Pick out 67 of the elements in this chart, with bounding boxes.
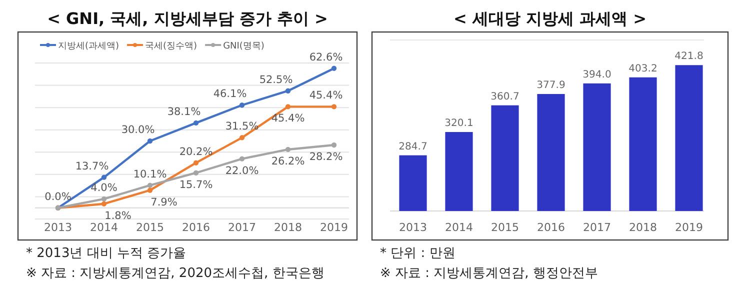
data-label: 62.6%: [309, 51, 343, 64]
point: [101, 201, 107, 206]
x-tick-label: 2013: [399, 221, 427, 234]
point: [101, 174, 107, 180]
chart-title: < GNI, 국세, 지방세부담 증가 추이 >: [47, 9, 328, 28]
data-label: 10.1%: [133, 168, 167, 180]
data-label: 4.0%: [90, 182, 118, 194]
data-label: 52.5%: [259, 74, 293, 86]
point: [193, 170, 199, 176]
data-label: 15.7%: [179, 178, 213, 191]
data-label: 284.7: [398, 141, 428, 152]
point: [193, 120, 199, 126]
data-label: 31.5%: [225, 120, 259, 133]
text: * 단위 : 만원: [380, 246, 456, 261]
data-label: 26.2%: [271, 155, 305, 168]
data-label: 13.7%: [75, 160, 109, 172]
point: [239, 156, 245, 162]
data-label: 394.0: [582, 69, 612, 80]
x-tick-label: 2017: [228, 221, 256, 234]
data-label: 320.1: [444, 118, 474, 130]
x-tick-label: 2014: [90, 221, 118, 234]
data-label: 28.2%: [309, 151, 343, 164]
point: [193, 160, 199, 166]
data-label: 45.4%: [271, 112, 305, 125]
data-label: 45.4%: [309, 90, 343, 102]
x-tick-label: 2016: [182, 221, 210, 234]
data-label: 1.8%: [104, 210, 132, 222]
x-tick-label: 2018: [274, 221, 302, 234]
point: [147, 188, 153, 193]
data-label: 360.7: [490, 91, 520, 102]
x-tick-label: 2016: [537, 221, 565, 234]
legend-label: 지방세(과세액): [58, 42, 120, 52]
x-tick-label: 2015: [136, 221, 164, 234]
x-tick-label: 2015: [491, 221, 519, 234]
text: ※ 자료 : 지방세통계연감, 2020조세수첩, 한국은행: [26, 266, 324, 281]
data-label: 22.0%: [225, 164, 259, 177]
point: [101, 196, 107, 202]
data-label: 20.2%: [179, 146, 213, 158]
point: [331, 104, 337, 110]
legend-label: GNI(명목): [223, 42, 264, 52]
text: ※ 자료 : 지방세통계연감, 행정안전부: [380, 266, 598, 281]
point: [147, 138, 153, 144]
x-tick-label: 2017: [583, 221, 611, 234]
point: [239, 135, 245, 140]
point: [285, 104, 291, 110]
point: [285, 146, 291, 152]
point: [147, 182, 153, 188]
point: [285, 88, 291, 94]
point: [331, 142, 337, 148]
data-label: 0.0%: [44, 190, 72, 203]
x-tick-label: 2018: [629, 221, 657, 234]
point: [331, 66, 337, 71]
chart-title: < 세대당 지방세 과세액 >: [453, 9, 647, 28]
data-label: 421.8: [674, 51, 704, 62]
x-tick-label: 2013: [44, 221, 72, 234]
data-label: 7.9%: [150, 196, 178, 208]
data-label: 403.2: [628, 63, 658, 74]
data-label: 38.1%: [167, 106, 201, 118]
x-tick-label: 2019: [675, 221, 703, 234]
text: * 2013년 대비 누적 증가율: [26, 246, 186, 261]
data-label: 377.9: [536, 80, 566, 91]
point: [239, 102, 245, 108]
data-label: 46.1%: [213, 88, 247, 100]
x-tick-label: 2019: [320, 221, 348, 234]
data-label: 30.0%: [121, 124, 155, 136]
x-tick-label: 2014: [445, 221, 473, 234]
legend-label: 국세(징수액): [145, 42, 198, 52]
